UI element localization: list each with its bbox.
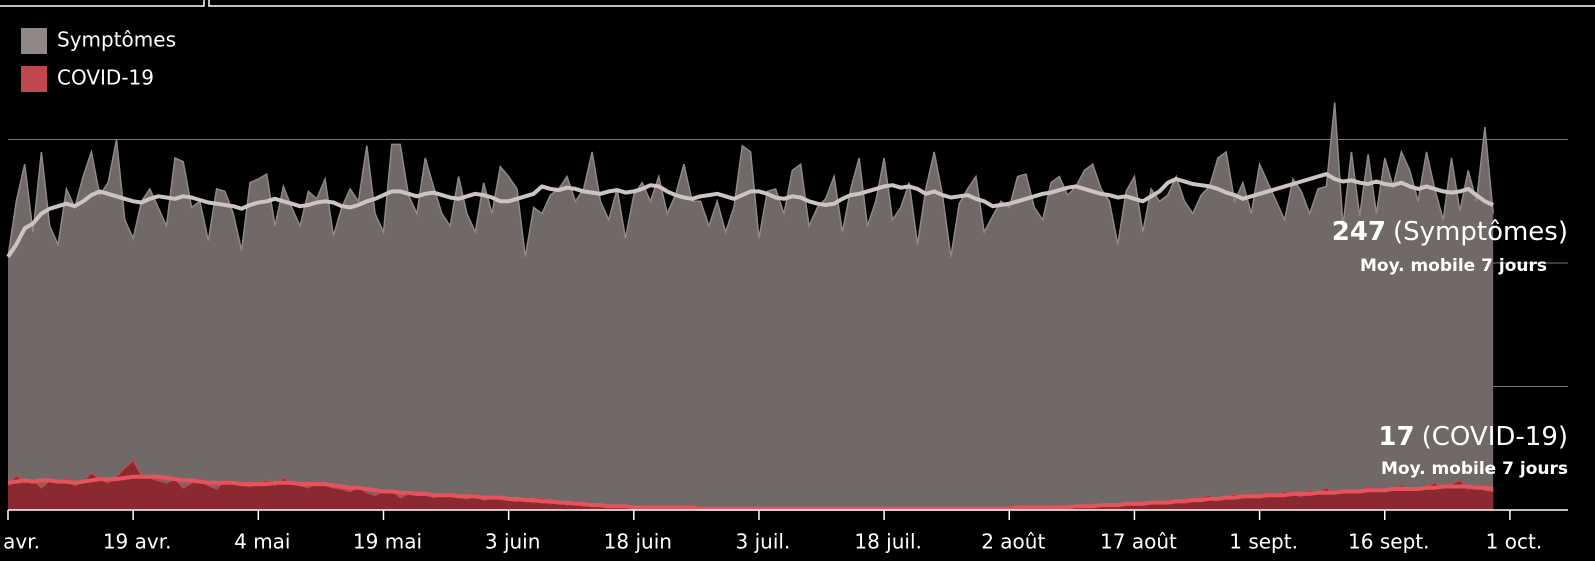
legend-swatch [21, 66, 47, 92]
x-tick-label: 1 sept. [1229, 530, 1298, 554]
area [8, 102, 1494, 510]
x-tick-label: 16 sept. [1348, 530, 1429, 554]
x-tick-label: 1 oct. [1486, 530, 1543, 554]
end-value: 247 [1332, 217, 1386, 247]
x-tick-label: 4 avr. [0, 530, 40, 554]
end-series: (COVID-19) [1422, 422, 1568, 452]
top-tab[interactable] [0, 0, 205, 7]
end-label: 247 (Symptômes) [1332, 217, 1568, 247]
x-tick-label: 17 août [1100, 530, 1177, 554]
x-tick-label: 18 juil. [854, 530, 922, 554]
end-series: (Symptômes) [1393, 217, 1568, 247]
x-tick-label: 3 juin [485, 530, 541, 554]
moving-average-line [7, 474, 1494, 511]
end-note: Moy. mobile 7 jours [1360, 256, 1547, 276]
end-value: 17 [1378, 422, 1414, 452]
legend-label: Symptômes [57, 28, 176, 52]
top-tab[interactable] [208, 0, 1595, 7]
x-tick-label: 2 août [981, 530, 1045, 554]
area-line [7, 102, 1494, 257]
x-tick-label: 3 juil. [736, 530, 791, 554]
legend-swatch [21, 28, 47, 54]
legend-label: COVID-19 [57, 66, 154, 90]
end-note: Moy. mobile 7 jours [1381, 459, 1568, 479]
x-tick-label: 19 avr. [103, 530, 172, 554]
end-label: 17 (COVID-19) [1378, 422, 1568, 452]
x-tick-label: 18 juin [604, 530, 672, 554]
moving-average-line [6, 172, 1495, 258]
x-tick-label: 4 mai [234, 530, 290, 554]
area [8, 460, 1494, 510]
x-tick-label: 19 mai [353, 530, 422, 554]
